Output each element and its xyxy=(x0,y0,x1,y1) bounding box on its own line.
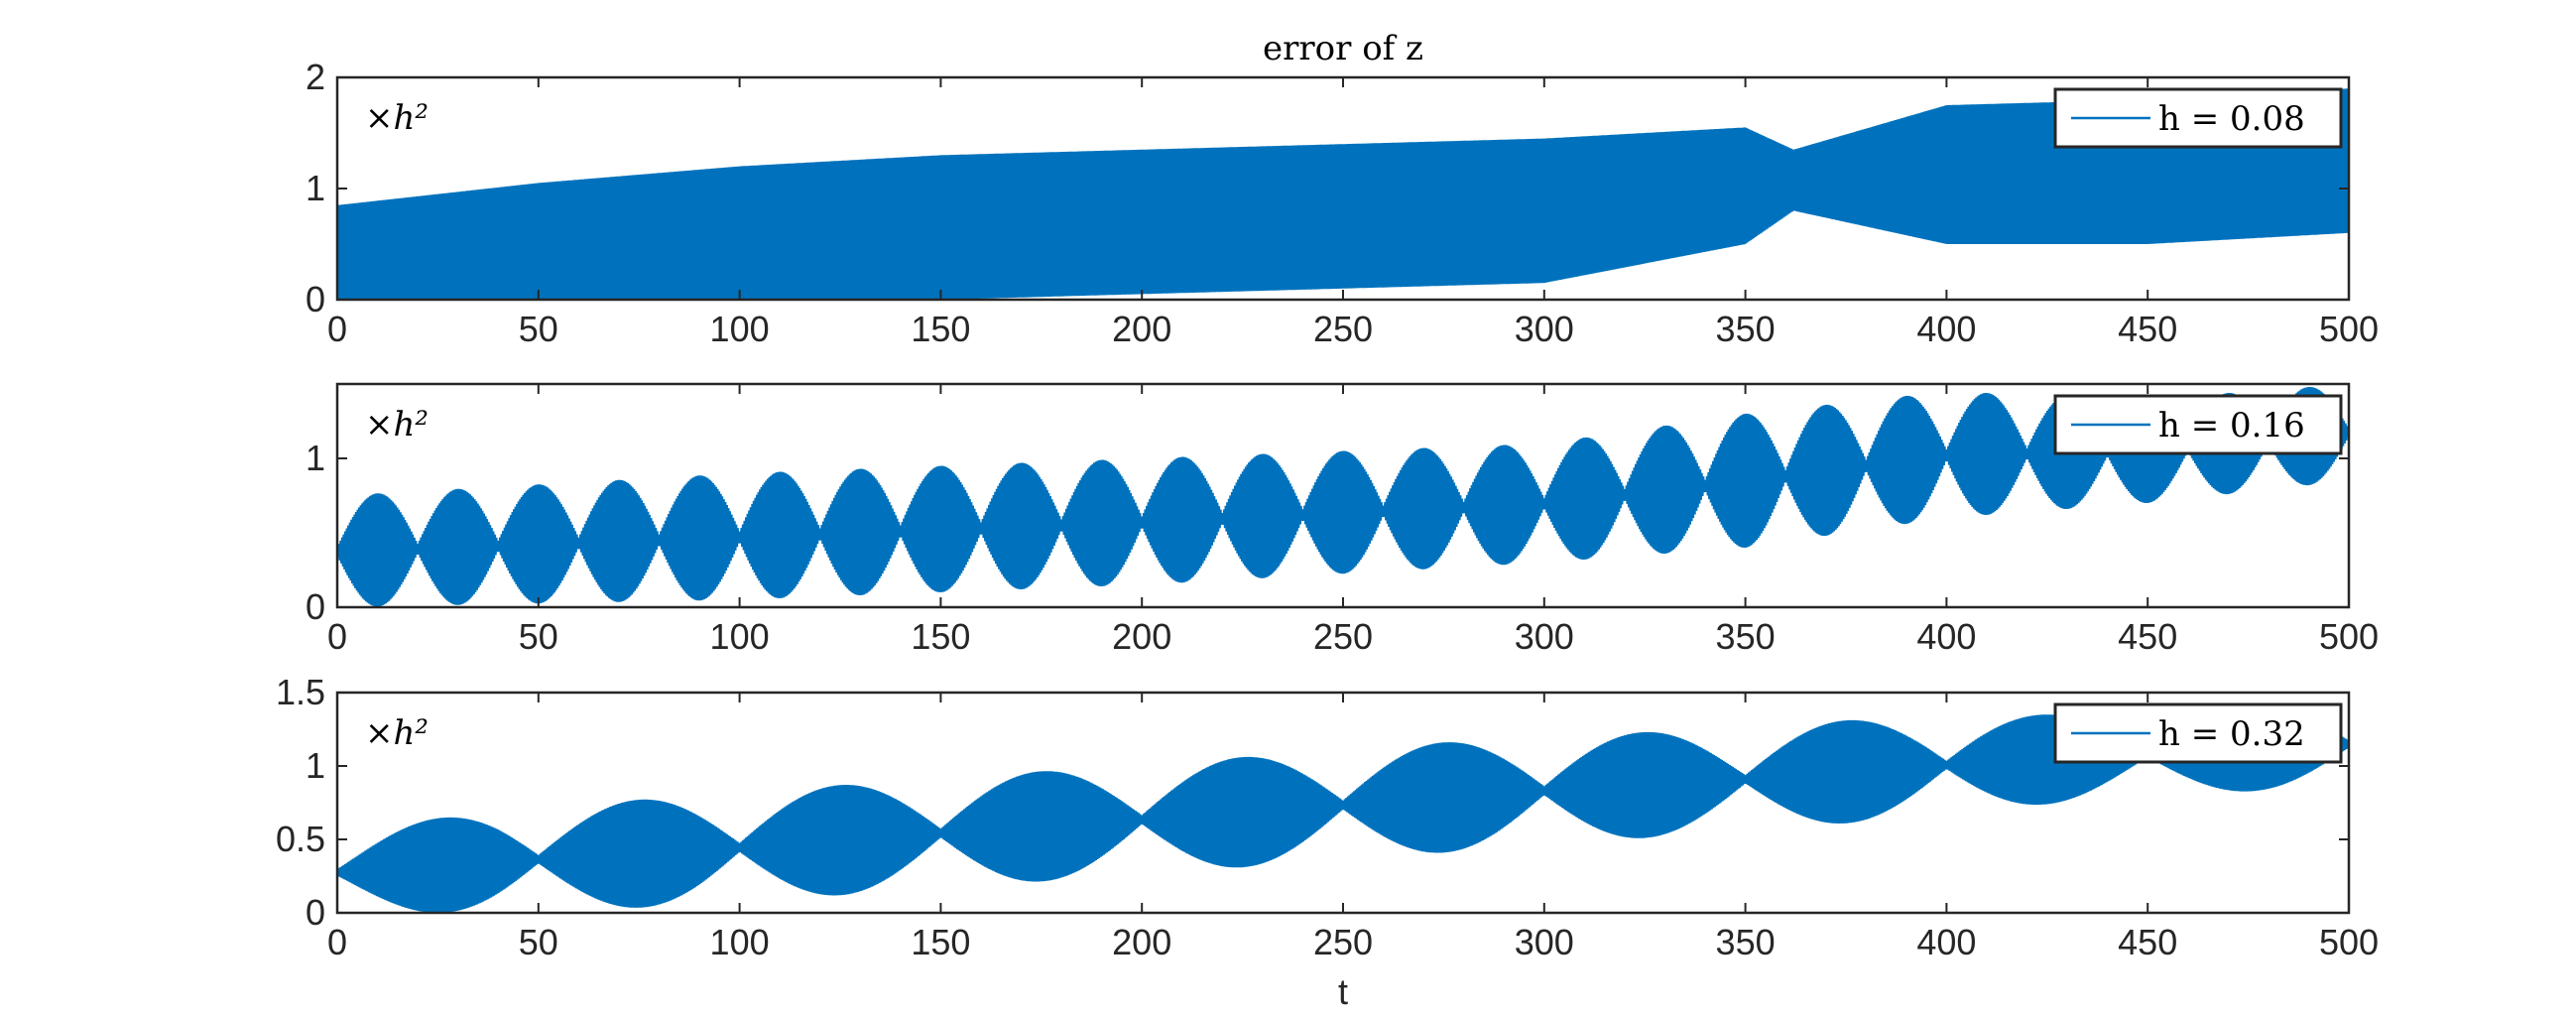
x-tick-label: 500 xyxy=(2319,616,2379,657)
legend-label: h = 0.16 xyxy=(2158,406,2305,445)
y-tick-label: 0 xyxy=(306,279,325,319)
legend-label: h = 0.32 xyxy=(2158,714,2305,754)
x-tick-label: 150 xyxy=(911,922,970,962)
x-tick-label: 300 xyxy=(1515,922,1574,962)
x-tick-label: 50 xyxy=(519,922,558,962)
x-tick-label: 100 xyxy=(710,309,770,349)
x-tick-label: 300 xyxy=(1515,309,1574,349)
x-tick-label: 0 xyxy=(327,922,347,962)
legend-box xyxy=(2053,702,2343,764)
x-tick-label: 300 xyxy=(1515,616,1574,657)
y-tick-label: 1.5 xyxy=(276,672,325,712)
series-line-2 xyxy=(336,386,2350,607)
x-tick-label: 150 xyxy=(911,616,970,657)
x-tick-label: 350 xyxy=(1716,616,1776,657)
x-tick-label: 250 xyxy=(1313,922,1373,962)
y-tick-label: 1 xyxy=(306,438,325,478)
y-tick-label: 0 xyxy=(306,892,325,933)
chart-title: error of z xyxy=(1263,29,1423,68)
x-tick-label: 350 xyxy=(1716,309,1776,349)
x-tick-label: 400 xyxy=(1916,922,1976,962)
x-tick-label: 400 xyxy=(1916,616,1976,657)
x-tick-label: 100 xyxy=(710,922,770,962)
x-tick-label: 350 xyxy=(1716,922,1776,962)
scale-annotation: ×h² xyxy=(365,713,429,753)
y-tick-label: 0 xyxy=(306,586,325,627)
y-tick-label: 2 xyxy=(306,57,325,97)
series-line-1 xyxy=(336,88,2350,301)
x-tick-label: 0 xyxy=(327,309,347,349)
x-tick-label: 200 xyxy=(1112,309,1171,349)
y-tick-label: 1 xyxy=(306,745,325,786)
x-tick-label: 200 xyxy=(1112,616,1171,657)
x-tick-label: 200 xyxy=(1112,922,1171,962)
x-tick-label: 400 xyxy=(1916,309,1976,349)
x-tick-label: 150 xyxy=(911,309,970,349)
y-tick-label: 1 xyxy=(306,168,325,208)
x-tick-label: 450 xyxy=(2118,616,2177,657)
x-tick-label: 50 xyxy=(519,309,558,349)
x-tick-label: 450 xyxy=(2118,922,2177,962)
x-tick-label: 100 xyxy=(710,616,770,657)
series-line-3 xyxy=(336,705,2350,914)
x-tick-label: 250 xyxy=(1313,309,1373,349)
x-axis-label: t xyxy=(1338,971,1348,1012)
x-tick-label: 500 xyxy=(2319,922,2379,962)
scale-annotation: ×h² xyxy=(365,98,429,138)
y-tick-label: 0.5 xyxy=(276,819,325,859)
legend-label: h = 0.08 xyxy=(2158,99,2305,139)
scale-annotation: ×h² xyxy=(365,405,429,445)
x-tick-label: 250 xyxy=(1313,616,1373,657)
x-tick-label: 450 xyxy=(2118,309,2177,349)
x-tick-label: 0 xyxy=(327,616,347,657)
x-tick-label: 500 xyxy=(2319,309,2379,349)
x-tick-label: 50 xyxy=(519,616,558,657)
